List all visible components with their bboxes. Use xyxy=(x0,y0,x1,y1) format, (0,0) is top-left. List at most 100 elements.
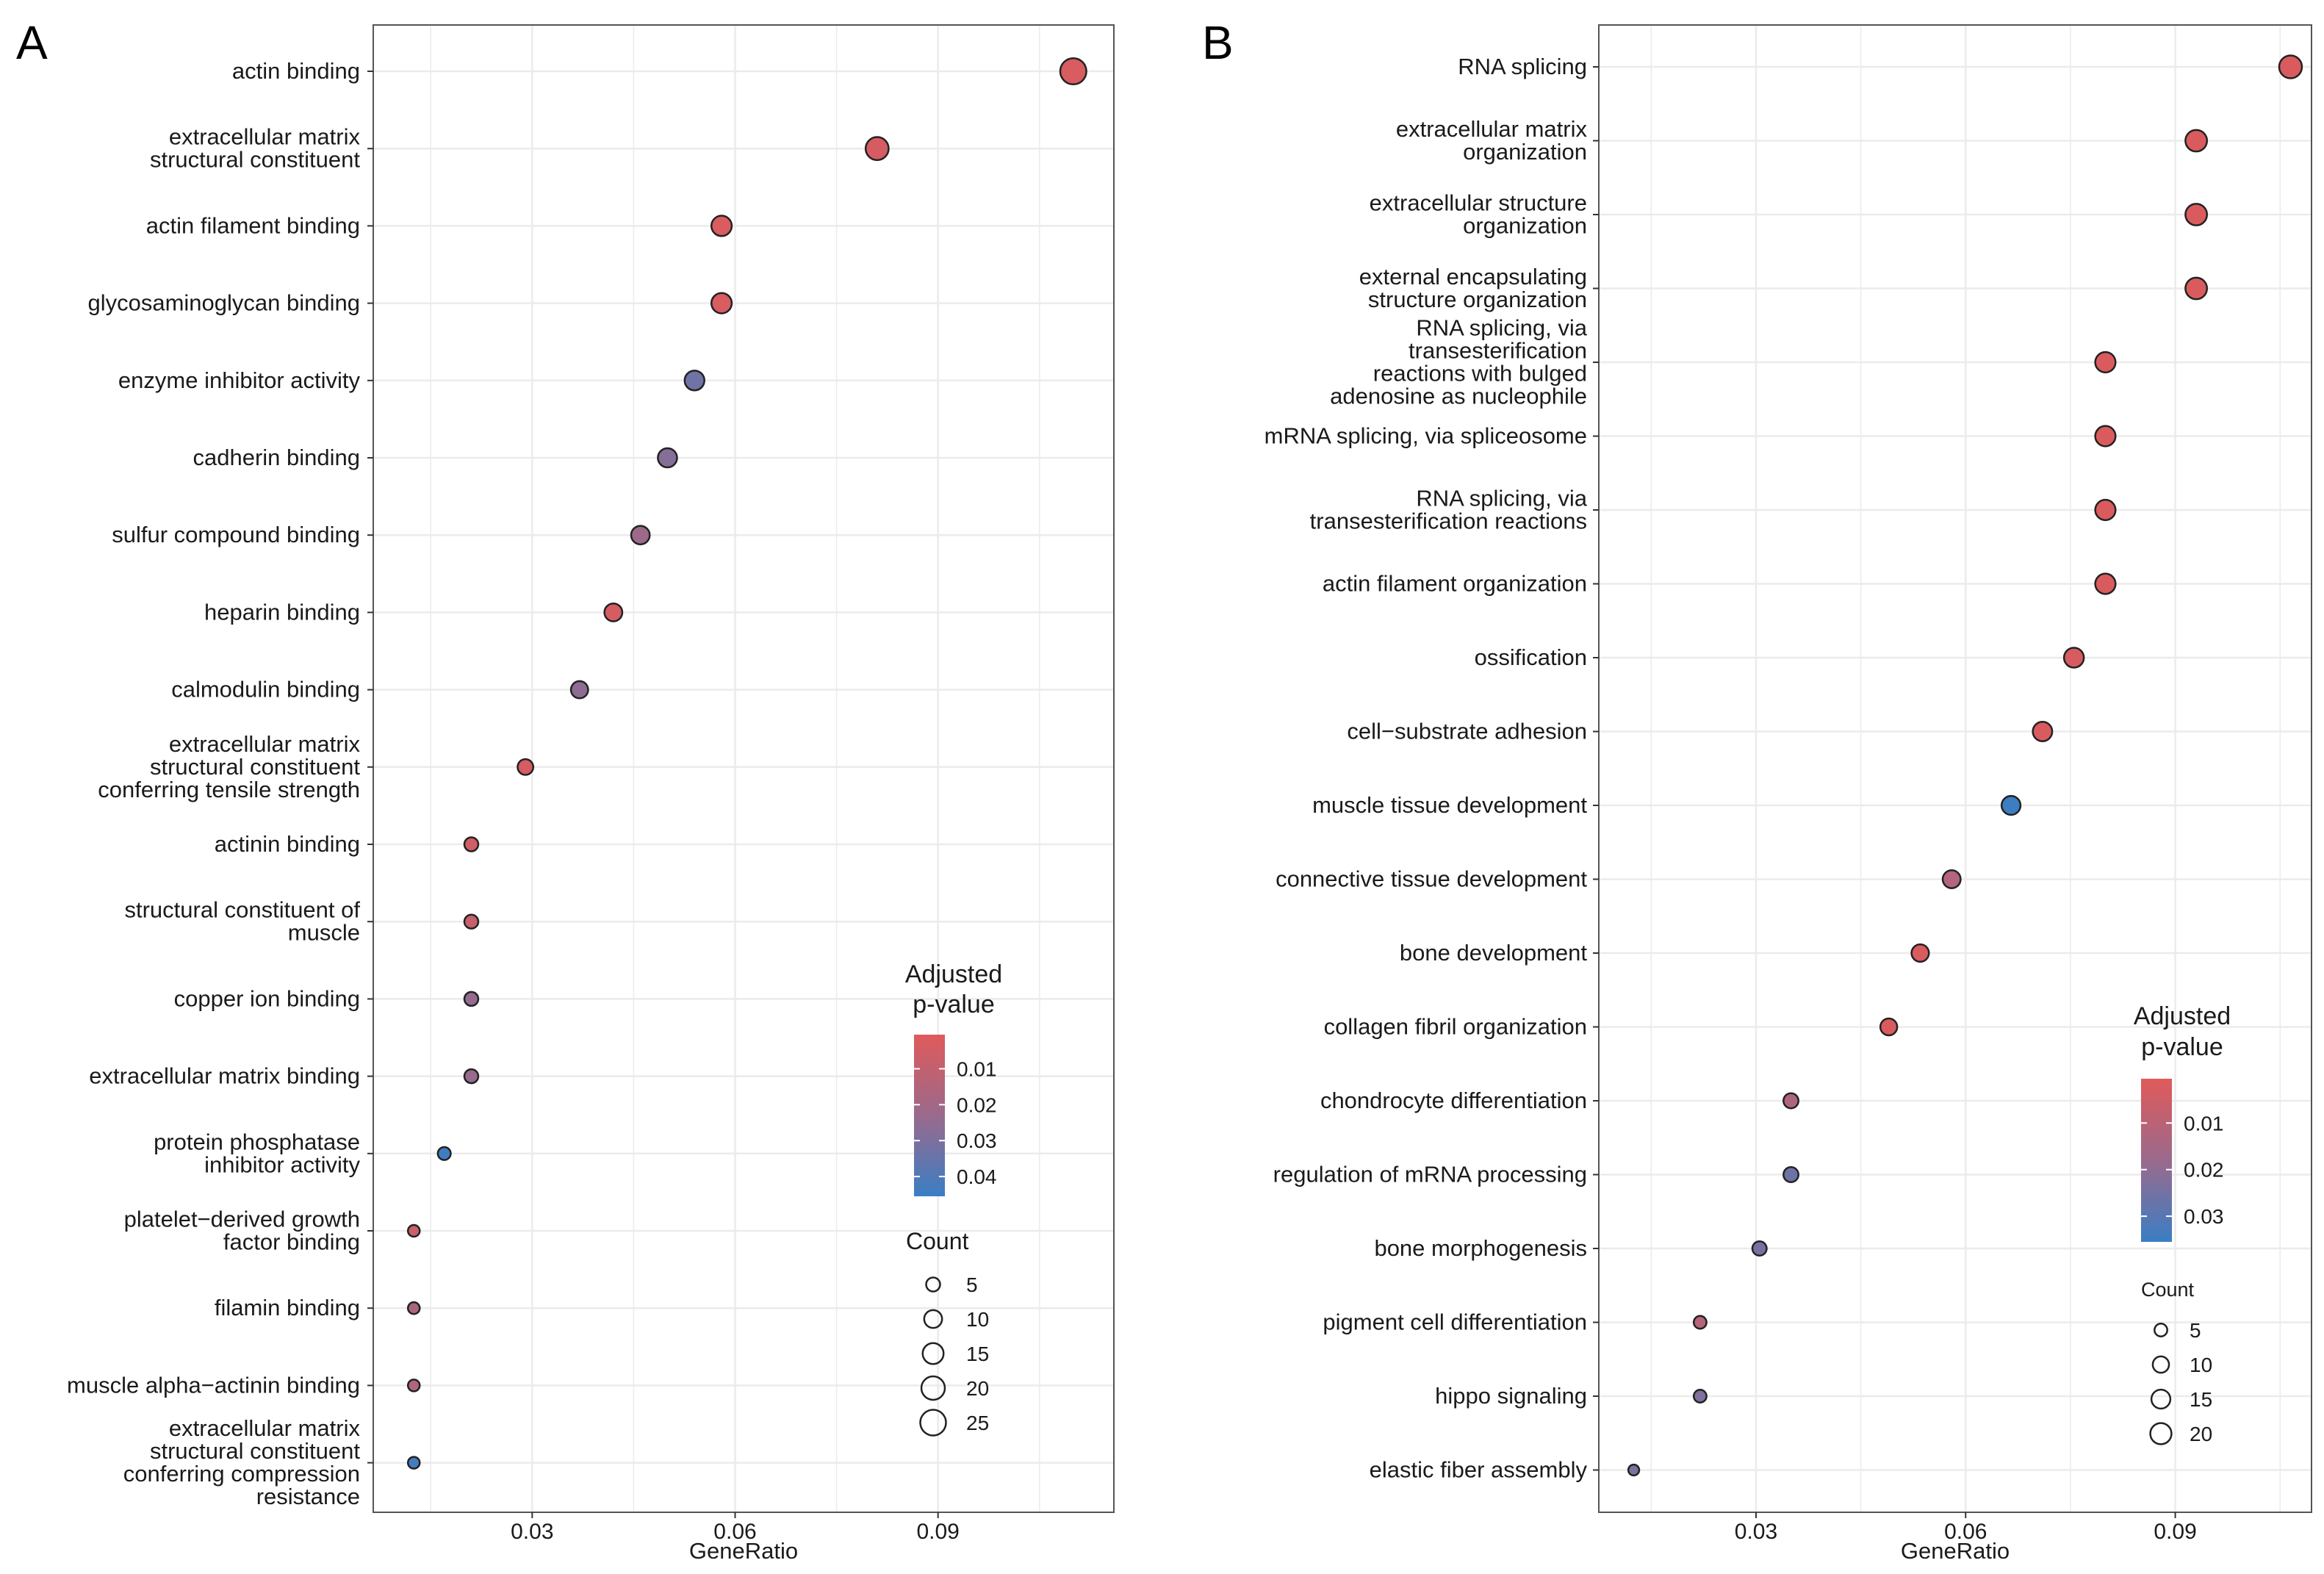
x-tick-label: 0.03 xyxy=(511,1520,553,1544)
data-point xyxy=(2094,425,2117,448)
y-category-label: reactions with bulged xyxy=(1373,361,1587,387)
data-point xyxy=(1879,1017,1899,1037)
y-category-label: structural constituent xyxy=(150,147,360,173)
data-point xyxy=(1692,1315,1708,1330)
data-point xyxy=(569,680,589,700)
y-category-label: extracellular structure xyxy=(1370,190,1587,216)
y-category-label: conferring compression xyxy=(123,1461,360,1487)
data-point xyxy=(1627,1463,1641,1477)
y-category-label: glycosaminoglycan binding xyxy=(87,290,360,316)
panel-letter-a: A xyxy=(16,16,48,69)
y-category-label: filamin binding xyxy=(215,1295,360,1320)
legend-size-circle xyxy=(2149,1422,2173,1445)
data-point xyxy=(463,836,480,852)
legend-color-tick: 0.03 xyxy=(2184,1205,2224,1228)
legend-size-label: 15 xyxy=(2190,1388,2212,1411)
y-category-label: factor binding xyxy=(223,1229,360,1255)
x-tick-label: 0.06 xyxy=(713,1520,756,1544)
y-category-label: extracellular matrix xyxy=(169,124,361,150)
legend-size-title: Count xyxy=(2141,1279,2195,1301)
data-point xyxy=(463,913,480,930)
y-category-label: mRNA splicing, via spliceosome xyxy=(1264,423,1587,449)
x-axis-title: GeneRatio xyxy=(1901,1538,2010,1564)
y-category-label: actin filament organization xyxy=(1323,571,1587,597)
data-point xyxy=(1941,869,1962,889)
plot-frame xyxy=(1598,24,2312,1513)
y-category-label: protein phosphatase xyxy=(154,1129,360,1154)
y-category-label: extracellular matrix xyxy=(169,731,361,757)
data-point xyxy=(1751,1240,1768,1257)
data-point xyxy=(710,215,733,237)
y-category-label: structural constituent xyxy=(150,1438,360,1464)
legend-size-label: 25 xyxy=(966,1412,989,1434)
data-point xyxy=(517,758,535,776)
y-category-label: transesterification reactions xyxy=(1310,509,1587,534)
legend-size-label: 20 xyxy=(2190,1423,2212,1445)
y-category-label: muscle alpha−actinin binding xyxy=(67,1372,360,1398)
y-category-label: organization xyxy=(1463,139,1587,165)
data-point xyxy=(2184,276,2209,301)
data-point xyxy=(2184,129,2209,153)
y-category-label: inhibitor activity xyxy=(204,1151,360,1177)
y-category-label: bone development xyxy=(1400,940,1587,966)
y-category-label: organization xyxy=(1463,213,1587,239)
data-point xyxy=(1692,1389,1708,1404)
x-axis-title: GeneRatio xyxy=(689,1538,798,1564)
y-category-label: resistance xyxy=(256,1484,360,1509)
data-point xyxy=(1782,1166,1799,1183)
y-category-label: transesterification xyxy=(1409,338,1587,364)
legend-size-label: 5 xyxy=(2190,1319,2201,1342)
y-category-label: ossification xyxy=(1475,644,1587,670)
data-point xyxy=(1910,943,1930,963)
plot-frame xyxy=(373,24,1115,1513)
legend-color-tick: 0.02 xyxy=(2184,1159,2224,1182)
y-category-label: platelet−derived growth xyxy=(124,1207,360,1232)
y-category-label: pigment cell differentiation xyxy=(1323,1309,1587,1335)
data-point xyxy=(436,1146,452,1161)
legend-size-label: 10 xyxy=(966,1308,989,1331)
y-category-label: calmodulin binding xyxy=(171,677,360,702)
y-category-label: conferring tensile strength xyxy=(98,777,360,802)
y-category-label: collagen fibril organization xyxy=(1324,1014,1587,1040)
x-tick-label: 0.03 xyxy=(1735,1520,1777,1544)
legend-size-circle xyxy=(2151,1355,2170,1374)
legend-size-circle xyxy=(920,1375,946,1401)
data-point xyxy=(683,370,705,392)
legend-size-label: 15 xyxy=(966,1343,989,1365)
legend-colorbar xyxy=(914,1035,945,1196)
data-point xyxy=(657,447,678,469)
data-point xyxy=(1782,1092,1799,1110)
data-point xyxy=(406,1456,421,1470)
y-category-label: RNA splicing xyxy=(1458,54,1587,79)
data-point xyxy=(2000,794,2022,816)
data-point xyxy=(710,292,733,315)
y-category-label: extracellular matrix xyxy=(1396,116,1588,142)
y-category-label: external encapsulating xyxy=(1359,264,1587,290)
legend-color-title: p-value xyxy=(2141,1033,2223,1061)
y-category-label: sulfur compound binding xyxy=(112,522,360,547)
y-category-label: extracellular matrix binding xyxy=(89,1063,360,1089)
y-category-label: muscle tissue development xyxy=(1312,792,1587,818)
y-category-label: adenosine as nucleophile xyxy=(1330,384,1587,409)
y-category-label: heparin binding xyxy=(204,599,360,625)
legend-size-label: 20 xyxy=(966,1377,989,1400)
data-point xyxy=(2094,351,2117,374)
y-category-label: cadherin binding xyxy=(193,445,360,470)
y-category-label: bone morphogenesis xyxy=(1374,1235,1587,1261)
y-category-label: RNA splicing, via xyxy=(1416,486,1587,511)
y-category-label: muscle xyxy=(288,920,360,946)
data-point xyxy=(2094,498,2117,522)
panel-letter-b: B xyxy=(1202,16,1234,69)
data-point xyxy=(463,991,480,1007)
legend-color-tick: 0.04 xyxy=(957,1165,997,1188)
legend-size-circle xyxy=(2150,1388,2172,1410)
y-category-label: structural constituent of xyxy=(125,897,361,923)
legend-color-tick: 0.02 xyxy=(957,1093,997,1116)
legend-size-circle xyxy=(2154,1323,2168,1337)
legend-color-tick: 0.01 xyxy=(957,1057,997,1080)
x-tick-label: 0.09 xyxy=(2154,1520,2196,1544)
legend-size-circle xyxy=(923,1309,943,1329)
